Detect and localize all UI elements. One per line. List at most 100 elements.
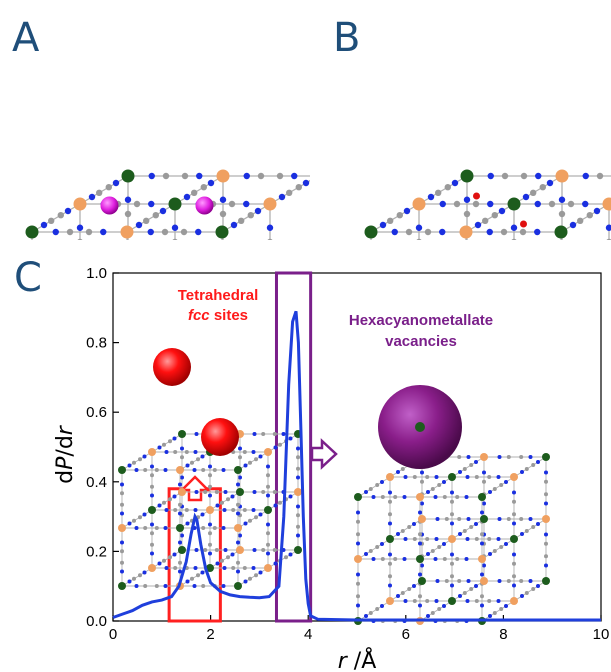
- cation-sphere: [195, 196, 214, 215]
- carbon-atom: [400, 591, 405, 595]
- nitrogen-atom: [40, 221, 48, 229]
- nitrogen-atom: [194, 548, 199, 552]
- carbon-atom: [261, 490, 266, 494]
- lattice-bond: [370, 203, 420, 233]
- nitrogen-atom: [207, 179, 215, 187]
- tetrahedral-site-sphere-2: [201, 418, 239, 456]
- carbon-atom: [388, 512, 392, 517]
- carbon-atom: [220, 558, 224, 563]
- nitrogen-atom: [433, 495, 438, 499]
- lattice-bond: [267, 549, 299, 569]
- nitrogen-atom: [534, 228, 541, 236]
- metal-site-orange: [118, 524, 126, 532]
- nitrogen-atom: [486, 228, 493, 236]
- nitrogen-atom: [496, 475, 501, 479]
- carbon-atom: [295, 184, 302, 191]
- metal-site-green: [294, 546, 302, 554]
- carbon-atom: [150, 484, 154, 489]
- nitrogen-atom: [450, 490, 454, 495]
- nitrogen-atom: [134, 584, 139, 588]
- carbon-atom: [242, 450, 247, 454]
- carbon-atom: [400, 529, 405, 533]
- carbon-atom: [254, 457, 258, 462]
- carbon-atom: [531, 587, 536, 591]
- nitrogen-atom: [164, 508, 169, 512]
- panel-letter-b: B: [333, 15, 361, 61]
- nitrogen-atom: [236, 569, 240, 574]
- carbon-atom: [286, 189, 293, 196]
- carbon-atom: [512, 574, 516, 579]
- nitrogen-atom: [185, 521, 190, 526]
- carbon-atom: [519, 517, 524, 521]
- nitrogen-atom: [219, 196, 227, 203]
- carbon-atom: [437, 483, 442, 487]
- carbon-atom: [266, 473, 270, 478]
- lattice-bond: [481, 476, 515, 498]
- nitrogen-atom: [281, 432, 286, 436]
- nitrogen-atom: [251, 566, 256, 570]
- nitrogen-atom: [439, 228, 446, 236]
- nitrogen-atom: [296, 446, 300, 451]
- carbon-atom: [444, 579, 449, 583]
- nitrogen-atom: [266, 464, 270, 469]
- nitrogen-atom: [528, 455, 533, 459]
- nitrogen-atom: [504, 542, 508, 546]
- nitrogen-atom: [192, 584, 197, 588]
- carbon-atom: [296, 524, 300, 529]
- nitrogen-atom: [512, 552, 516, 557]
- nitrogen-atom: [142, 570, 147, 575]
- tetrahedral-inset-lattice: [118, 430, 302, 590]
- nitrogen-atom: [157, 561, 162, 566]
- nitrogen-atom: [134, 526, 139, 530]
- nitrogen-atom: [193, 450, 198, 454]
- nitrogen-atom: [142, 454, 147, 459]
- nitrogen-atom: [496, 599, 501, 603]
- nitrogen-atom: [520, 532, 524, 536]
- nitrogen-atom: [178, 569, 182, 574]
- nitrogen-atom: [252, 490, 257, 494]
- nitrogen-atom: [288, 494, 293, 499]
- nitrogen-atom: [364, 614, 368, 618]
- metal-site-orange: [602, 197, 611, 211]
- nitrogen-atom: [266, 551, 270, 556]
- nitrogen-atom: [163, 468, 168, 472]
- carbon-atom: [261, 548, 266, 552]
- carbon-atom: [442, 495, 447, 499]
- metal-site-green: [554, 225, 568, 239]
- vacancy-label-line1: Hexacyanometallate: [349, 312, 493, 329]
- carbon-atom: [430, 487, 435, 491]
- nitrogen-atom: [258, 570, 263, 575]
- carbon-atom: [506, 517, 511, 521]
- nitrogen-atom: [451, 179, 459, 187]
- nitrogen-atom: [528, 517, 533, 521]
- metal-site-orange: [148, 448, 156, 456]
- carbon-atom: [184, 508, 189, 512]
- nitrogen-atom: [159, 207, 167, 215]
- carbon-atom: [474, 599, 479, 603]
- nitrogen-atom: [488, 614, 492, 618]
- nitrogen-atom: [221, 468, 226, 472]
- carbon-atom: [178, 560, 182, 565]
- nitrogen-atom: [528, 579, 533, 583]
- panel-letter-a: A: [12, 15, 40, 61]
- nitrogen-atom: [380, 542, 384, 546]
- nitrogen-atom: [439, 200, 446, 208]
- carbon-atom: [444, 184, 451, 191]
- nitrogen-atom: [465, 475, 470, 479]
- metal-site-orange: [294, 488, 302, 496]
- carbon-atom: [457, 517, 462, 521]
- lattice-bond: [560, 203, 610, 233]
- nitrogen-atom: [266, 493, 270, 498]
- nitrogen-atom: [474, 584, 478, 588]
- tetrahedral-label-line2: fcc sites: [188, 307, 248, 324]
- carbon-atom: [257, 172, 265, 180]
- nitrogen-atom: [463, 196, 471, 203]
- carbon-atom: [231, 566, 236, 570]
- carbon-atom: [208, 531, 212, 536]
- carbon-atom: [208, 542, 212, 547]
- nitrogen-atom: [221, 526, 226, 530]
- nitrogen-atom: [418, 603, 422, 608]
- lattice-bond: [179, 451, 211, 471]
- lattice-bond: [209, 549, 241, 569]
- nitrogen-atom: [223, 548, 228, 552]
